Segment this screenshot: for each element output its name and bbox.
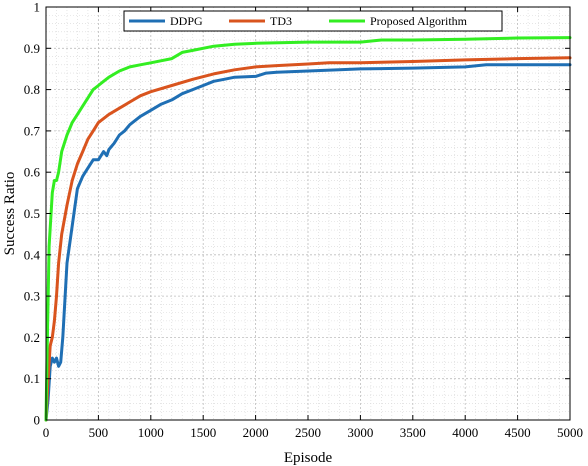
x-tick-label: 0 [43,425,50,440]
x-tick-label: 1500 [190,425,216,440]
x-tick-label: 2500 [295,425,321,440]
grid [45,6,571,421]
y-tick-label: 0.9 [24,41,40,56]
y-tick-label: 0.4 [24,247,41,262]
x-tick-label: 4500 [505,425,531,440]
y-tick-label: 0.3 [24,289,40,304]
x-tick-label: 1000 [138,425,164,440]
y-tick-label: 0.5 [24,206,40,221]
y-tick-label: 0.7 [24,123,41,138]
x-tick-label: 3500 [400,425,426,440]
series-lines [44,36,572,422]
x-tick-label: 5000 [557,425,583,440]
legend-label: DDPG [170,14,203,28]
legend-label: Proposed Algorithm [370,14,468,28]
legend-box [123,10,503,32]
series-line-ddpg [44,63,572,422]
x-tick-label: 4000 [452,425,478,440]
x-tick-label: 500 [89,425,109,440]
y-tick-label: 1 [34,0,41,15]
ticks: 0 500 1000 1500 2000 2500 3000 3500 4000 4500 5000… [24,0,583,440]
legend-label: TD3 [270,14,292,28]
y-tick-label: 0.1 [24,371,40,386]
y-tick-label: 0.8 [24,82,40,97]
x-axis-label: Episode [284,450,333,466]
series-line-proposed-algorithm [44,36,572,422]
x-tick-label: 2000 [243,425,269,440]
series-line-td3 [44,56,572,422]
y-axis-label: Success Ratio [2,172,18,256]
x-tick-label: 3000 [347,425,373,440]
y-tick-label: 0.2 [24,330,40,345]
y-tick-label: 0 [34,413,41,428]
y-tick-label: 0.6 [24,165,41,180]
legend: DDPG TD3 Proposed Algorithm [123,10,503,32]
